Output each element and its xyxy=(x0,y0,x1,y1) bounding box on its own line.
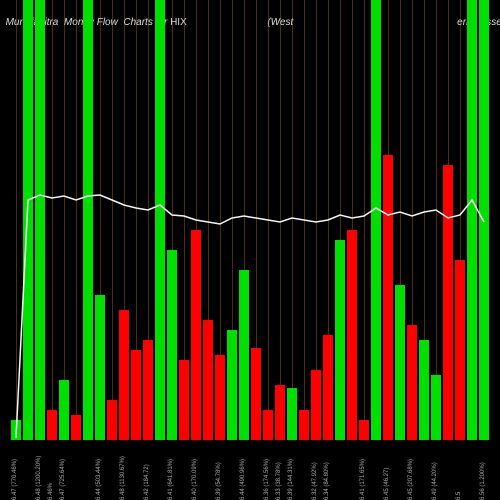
x-label: 6.32 (47.92%) xyxy=(312,462,318,500)
bar xyxy=(71,415,81,440)
bar xyxy=(215,355,225,440)
bar xyxy=(479,0,489,440)
x-label: 6.56 (1.200%) xyxy=(480,462,486,500)
grid-line xyxy=(76,0,77,440)
bar xyxy=(359,420,369,440)
x-axis-labels: 6.47 (770.46%) 6.48 (1200.20%) 6.46% 6.47 (… xyxy=(10,443,490,500)
x-label: 6.48 (1200.20%) xyxy=(36,456,42,500)
grid-line xyxy=(280,0,281,440)
grid-line xyxy=(292,0,293,440)
x-label: 6.41 (641.81%) xyxy=(168,459,174,500)
x-label: 6.39 (144.31%) xyxy=(288,459,294,500)
bar xyxy=(275,385,285,440)
x-label: 6.44 (490.96%) xyxy=(240,459,246,500)
grid-line xyxy=(436,0,437,440)
x-label: 6.40 (170.09%) xyxy=(192,459,198,500)
grid-line xyxy=(268,0,269,440)
bar xyxy=(107,400,117,440)
bar xyxy=(119,310,129,440)
bar xyxy=(179,360,189,440)
bar xyxy=(467,0,477,440)
bar xyxy=(431,375,441,440)
bar xyxy=(263,410,273,440)
bar xyxy=(287,388,297,440)
x-label: 6.45 (207.68%) xyxy=(408,459,414,500)
bar xyxy=(203,320,213,440)
price-line xyxy=(10,0,490,440)
bar xyxy=(227,330,237,440)
x-label: 6.5 xyxy=(456,492,462,500)
bar xyxy=(155,0,165,440)
bar xyxy=(11,420,21,440)
grid-line xyxy=(64,0,65,440)
bar xyxy=(395,285,405,440)
x-label: 6.42 (184.72) xyxy=(144,464,150,500)
chart-area xyxy=(10,0,490,440)
x-label: 6.46% xyxy=(48,483,54,500)
bar xyxy=(167,250,177,440)
x-label: 6.44 (503.44%) xyxy=(96,459,102,500)
bar xyxy=(323,335,333,440)
bar xyxy=(443,165,453,440)
bar xyxy=(371,0,381,440)
x-label: 6.39 (54.78%) xyxy=(216,462,222,500)
bar xyxy=(299,410,309,440)
bar xyxy=(35,0,45,440)
x-label: 6.47 (770.46%) xyxy=(12,459,18,500)
grid-line xyxy=(304,0,305,440)
bar xyxy=(131,350,141,440)
bar xyxy=(59,380,69,440)
bar xyxy=(95,295,105,440)
grid-line xyxy=(112,0,113,440)
x-label: 6.49 (44.20%) xyxy=(432,462,438,500)
bar xyxy=(239,270,249,440)
grid-line xyxy=(52,0,53,440)
bar xyxy=(143,340,153,440)
bar xyxy=(455,260,465,440)
bar xyxy=(251,348,261,440)
bar xyxy=(335,240,345,440)
x-label: 6.34 (84.80%) xyxy=(324,462,330,500)
x-label: 6.41 (171.65%) xyxy=(360,459,366,500)
bar xyxy=(407,325,417,440)
bar xyxy=(311,370,321,440)
bar xyxy=(47,410,57,440)
x-label: 6.48 (1130.67%) xyxy=(120,456,126,500)
x-label: 6.36 (174.56%) xyxy=(264,459,270,500)
x-label: 6.45 (46.27) xyxy=(384,468,390,500)
bar xyxy=(383,155,393,440)
grid-line xyxy=(364,0,365,440)
grid-line xyxy=(16,0,17,440)
bar xyxy=(347,230,357,440)
x-label: 6.47 (725.64%) xyxy=(60,459,66,500)
bar xyxy=(419,340,429,440)
bar xyxy=(191,230,201,440)
bar xyxy=(83,0,93,440)
bar xyxy=(23,0,33,440)
x-label: 6.33 (38.78%) xyxy=(276,462,282,500)
